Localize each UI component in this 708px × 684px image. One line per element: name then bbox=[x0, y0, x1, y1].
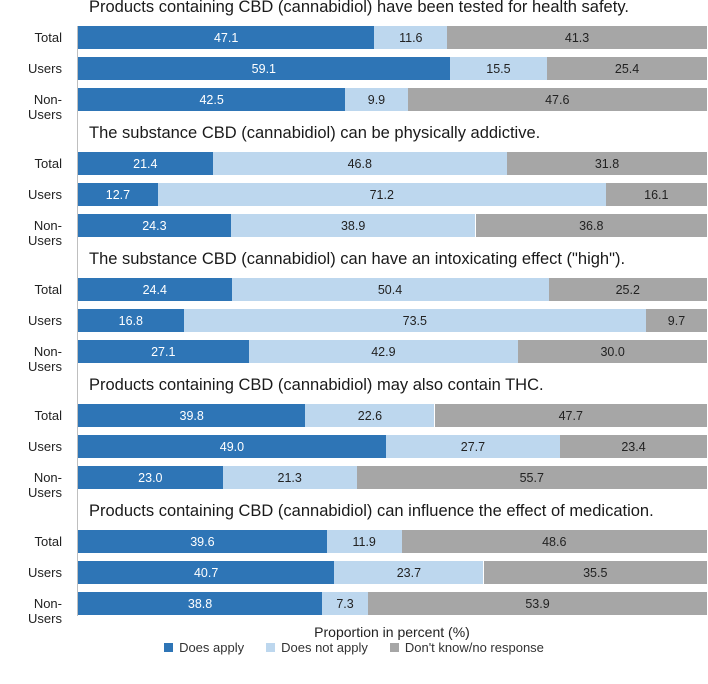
bar-segment-3-total-does-not-apply: 50.4 bbox=[231, 278, 549, 301]
row-label-1-users: Users bbox=[28, 61, 62, 76]
y-axis-line bbox=[77, 26, 78, 616]
bar-segment-2-users-dont-know: 16.1 bbox=[605, 183, 707, 206]
bar-segment-1-total-does-apply: 47.1 bbox=[78, 26, 375, 49]
bar-segment-1-non-users-dont-know: 47.6 bbox=[407, 88, 707, 111]
bar-segment-3-non-users-does-not-apply: 42.9 bbox=[248, 340, 519, 363]
legend-item-dont-know: Don't know/no response bbox=[389, 640, 544, 655]
row-label-2-total: Total bbox=[34, 156, 62, 171]
bar-segment-4-non-users-dont-know: 55.7 bbox=[356, 466, 707, 489]
row-label-5-total: Total bbox=[34, 534, 62, 549]
x-axis-label: Proportion in percent (%) bbox=[314, 624, 470, 640]
bar-segment-1-total-dont-know: 41.3 bbox=[447, 26, 707, 49]
legend-item-does-not-apply: Does not apply bbox=[266, 640, 368, 655]
row-label-3-total: Total bbox=[34, 282, 62, 297]
bar-segment-3-non-users-dont-know: 30.0 bbox=[518, 340, 707, 363]
bar-segment-3-users-does-not-apply: 73.5 bbox=[183, 309, 646, 332]
row-label-2-users: Users bbox=[28, 187, 62, 202]
legend-label-does-not-apply: Does not apply bbox=[281, 640, 368, 655]
panel-title-1: Products containing CBD (cannabidiol) ha… bbox=[89, 0, 629, 16]
row-label-4-total: Total bbox=[34, 408, 62, 423]
bar-segment-3-total-does-apply: 24.4 bbox=[78, 278, 232, 301]
bar-segment-5-non-users-dont-know: 53.9 bbox=[368, 592, 707, 615]
panel-title-2: The substance CBD (cannabidiol) can be p… bbox=[89, 124, 541, 142]
row-label-5-users: Users bbox=[28, 565, 62, 580]
bar-segment-2-non-users-does-not-apply: 38.9 bbox=[230, 214, 476, 237]
bar-segment-2-total-does-apply: 21.4 bbox=[78, 152, 213, 175]
bar-segment-1-non-users-does-apply: 42.5 bbox=[78, 88, 346, 111]
bar-segment-2-users-does-not-apply: 71.2 bbox=[157, 183, 606, 206]
bar-segment-2-non-users-dont-know: 36.8 bbox=[475, 214, 707, 237]
row-label-1-total: Total bbox=[34, 30, 62, 45]
bar-segment-1-users-dont-know: 25.4 bbox=[547, 57, 707, 80]
bar-segment-1-users-does-not-apply: 15.5 bbox=[449, 57, 548, 80]
row-label-1-non-users: Non-Users bbox=[28, 92, 62, 122]
bar-segment-4-users-dont-know: 23.4 bbox=[560, 435, 707, 458]
panel-title-5: Products containing CBD (cannabidiol) ca… bbox=[89, 502, 654, 520]
bar-segment-5-total-does-not-apply: 11.9 bbox=[326, 530, 402, 553]
row-label-3-users: Users bbox=[28, 313, 62, 328]
legend-swatch-does-not-apply bbox=[266, 643, 276, 652]
legend-label-does-apply: Does apply bbox=[179, 640, 245, 655]
bar-segment-4-users-does-not-apply: 27.7 bbox=[385, 435, 560, 458]
row-label-2-non-users: Non-Users bbox=[28, 218, 62, 248]
bar-segment-5-total-dont-know: 48.6 bbox=[401, 530, 707, 553]
bar-segment-2-total-does-not-apply: 46.8 bbox=[212, 152, 507, 175]
bar-segment-4-non-users-does-not-apply: 21.3 bbox=[222, 466, 357, 489]
panel-title-4: Products containing CBD (cannabidiol) ma… bbox=[89, 376, 544, 394]
bar-segment-5-total-does-apply: 39.6 bbox=[78, 530, 327, 553]
bar-segment-1-users-does-apply: 59.1 bbox=[78, 57, 450, 80]
panel-title-3: The substance CBD (cannabidiol) can have… bbox=[89, 250, 626, 268]
bar-segment-3-total-dont-know: 25.2 bbox=[548, 278, 707, 301]
legend-item-does-apply: Does apply bbox=[164, 640, 244, 655]
bar-segment-1-non-users-does-not-apply: 9.9 bbox=[345, 88, 408, 111]
bar-segment-2-non-users-does-apply: 24.3 bbox=[78, 214, 231, 237]
bar-segment-4-non-users-does-apply: 23.0 bbox=[78, 466, 223, 489]
bar-segment-4-users-does-apply: 49.0 bbox=[78, 435, 386, 458]
bar-segment-5-non-users-does-apply: 38.8 bbox=[78, 592, 323, 615]
bar-segment-3-users-does-apply: 16.8 bbox=[78, 309, 184, 332]
row-label-4-users: Users bbox=[28, 439, 62, 454]
bar-segment-4-total-does-apply: 39.8 bbox=[78, 404, 306, 427]
bar-segment-2-total-dont-know: 31.8 bbox=[507, 152, 707, 175]
row-label-3-non-users: Non-Users bbox=[28, 344, 62, 374]
legend-swatch-dont-know bbox=[389, 643, 399, 652]
row-label-5-non-users: Non-Users bbox=[28, 596, 62, 626]
bar-segment-5-non-users-does-not-apply: 7.3 bbox=[322, 592, 368, 615]
legend-label-dont-know: Don't know/no response bbox=[404, 640, 544, 655]
bar-segment-4-total-does-not-apply: 22.6 bbox=[305, 404, 435, 427]
bar-segment-5-users-does-not-apply: 23.7 bbox=[334, 561, 484, 584]
row-label-4-non-users: Non-Users bbox=[28, 470, 62, 500]
legend: Does apply Does not apply Don't know/no … bbox=[0, 640, 708, 655]
bar-segment-3-users-dont-know: 9.7 bbox=[646, 309, 707, 332]
bar-segment-1-total-does-not-apply: 11.6 bbox=[374, 26, 448, 49]
legend-swatch-does-apply bbox=[164, 643, 174, 652]
bar-segment-2-users-does-apply: 12.7 bbox=[78, 183, 158, 206]
bar-segment-5-users-does-apply: 40.7 bbox=[78, 561, 335, 584]
bar-segment-4-total-dont-know: 47.7 bbox=[434, 404, 707, 427]
bar-segment-5-users-dont-know: 35.5 bbox=[483, 561, 707, 584]
bar-segment-3-non-users-does-apply: 27.1 bbox=[78, 340, 249, 363]
